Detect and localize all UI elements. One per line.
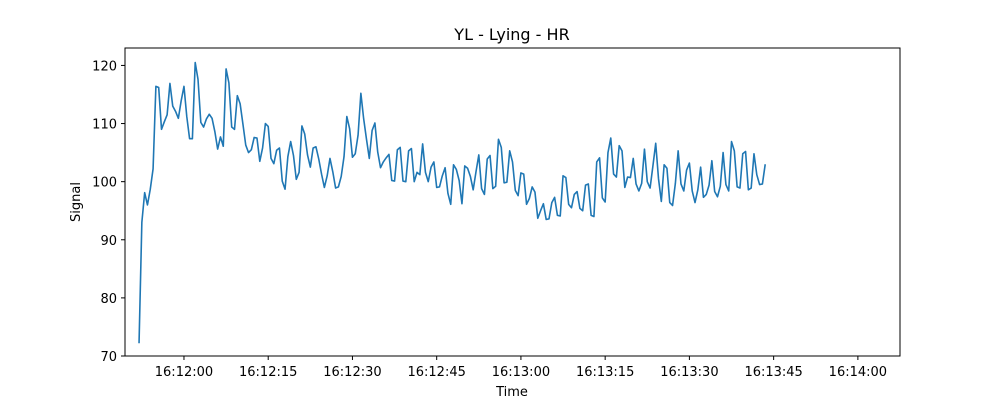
y-tick-label: 80	[100, 292, 117, 307]
y-axis-label: Signal	[69, 182, 84, 222]
x-tick-label: 16:13:15	[576, 365, 634, 380]
x-axis-label: Time	[495, 385, 528, 400]
x-tick-label: 16:13:00	[492, 365, 550, 380]
y-tick-label: 120	[92, 59, 117, 74]
y-tick-label: 110	[92, 118, 117, 133]
x-tick-label: 16:12:00	[155, 365, 213, 380]
y-tick-label: 70	[100, 350, 117, 365]
y-tick-label: 90	[100, 234, 117, 249]
series-line-0	[138, 61, 767, 344]
chart-title: YL - Lying - HR	[453, 25, 569, 44]
x-tick-label: 16:12:30	[323, 365, 381, 380]
x-tick-label: 16:13:30	[660, 365, 718, 380]
x-tick-label: 16:14:00	[829, 365, 887, 380]
x-tick-label: 16:12:45	[407, 365, 465, 380]
x-tick-label: 16:13:45	[744, 365, 802, 380]
x-tick-label: 16:12:15	[239, 365, 297, 380]
x-axis: 16:12:00 16:12:15 16:12:30 16:12:45 16:13:00…	[155, 356, 887, 380]
plot-area	[138, 61, 767, 344]
y-axis: 70 80 90 100 110 120	[92, 59, 125, 365]
y-tick-label: 100	[92, 176, 117, 191]
plot-frame	[124, 47, 901, 357]
